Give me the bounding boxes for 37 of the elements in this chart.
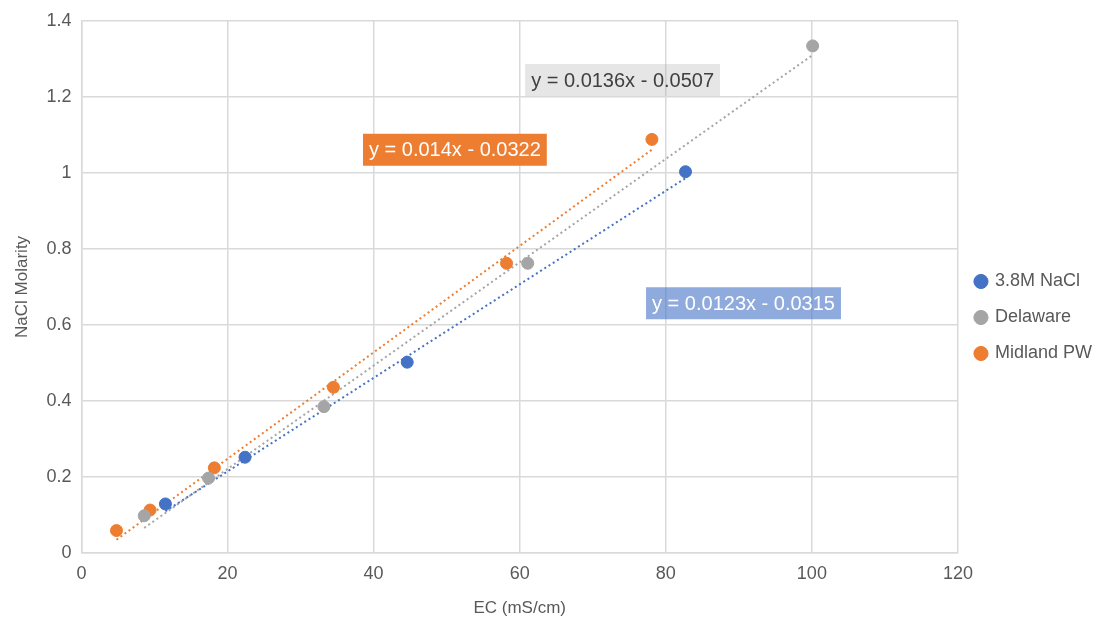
y-axis-title: NaCl Molarity	[11, 235, 31, 338]
y-tick-label: 0.6	[46, 313, 72, 334]
x-tick-label: 80	[655, 562, 676, 583]
point	[400, 355, 414, 369]
point	[207, 461, 221, 475]
legend-label: Delaware	[994, 306, 1072, 327]
point	[158, 497, 172, 511]
point	[137, 509, 151, 523]
point	[317, 400, 331, 414]
x-tick-label: 0	[76, 562, 87, 583]
y-tick-label: 1.2	[46, 85, 72, 106]
annotation: y = 0.0123x - 0.0315	[652, 291, 835, 314]
annotation: y = 0.0136x - 0.0507	[531, 68, 715, 91]
x-tick-label: 100	[796, 562, 827, 583]
point	[238, 450, 252, 464]
point	[645, 132, 659, 146]
x-axis-title: EC (mS/cm)	[473, 598, 566, 618]
y-tick-label: 0.2	[46, 465, 72, 486]
y-tick-label: 0.8	[46, 237, 72, 258]
y-tick-label: 1	[61, 161, 72, 182]
y-tick-label: 0	[61, 541, 72, 562]
point	[109, 524, 123, 538]
legend-label: Midland PW	[994, 342, 1093, 363]
point	[326, 380, 340, 394]
y-tick-label: 0.4	[46, 389, 72, 410]
x-tick-label: 120	[942, 562, 973, 583]
x-tick-label: 60	[509, 562, 530, 583]
point	[521, 256, 535, 270]
point	[806, 39, 820, 53]
x-tick-label: 20	[217, 562, 238, 583]
x-tick-label: 40	[363, 562, 384, 583]
point	[202, 471, 216, 485]
legend-label: 3.8M NaCl	[994, 270, 1080, 291]
point	[500, 256, 514, 270]
annotation: y = 0.014x - 0.0322	[369, 138, 541, 161]
y-tick-label: 1.4	[46, 9, 72, 30]
point	[679, 165, 693, 179]
